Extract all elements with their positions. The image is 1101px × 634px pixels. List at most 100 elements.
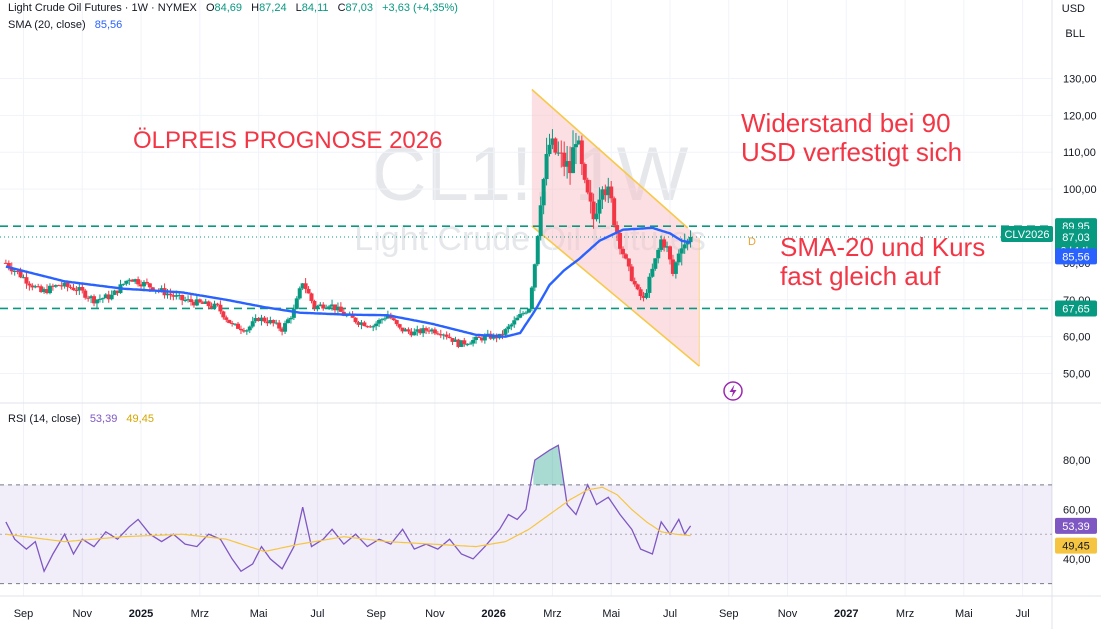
rsi-label: RSI (14, close) <box>8 413 81 425</box>
rsi-ma-value: 49,45 <box>126 413 154 425</box>
sma-legend[interactable]: SMA (20, close) 85,56 <box>8 19 122 31</box>
candle-body <box>106 294 111 300</box>
candle-body <box>236 323 241 329</box>
candle-body <box>438 334 443 336</box>
candle-body <box>371 326 376 328</box>
candle-body <box>168 293 173 296</box>
candle-body <box>262 317 267 322</box>
sma-line <box>5 226 691 338</box>
x-tick-label: Nov <box>72 608 92 620</box>
candle-body <box>335 306 340 311</box>
candle-body <box>391 318 396 321</box>
candle-body <box>524 312 528 314</box>
candle-body <box>382 318 387 320</box>
x-tick-label: Sep <box>14 608 34 620</box>
candle-body <box>506 326 511 330</box>
candle-body <box>482 335 487 341</box>
close-value: 87,03 <box>345 2 374 14</box>
candle-body <box>18 271 23 278</box>
candle-body <box>400 327 405 332</box>
candle-body <box>553 138 558 153</box>
candle-body <box>521 313 526 315</box>
candle-body <box>56 285 61 287</box>
candle-body <box>115 290 120 294</box>
candle-body <box>424 328 429 331</box>
symbol-legend[interactable]: Light Crude Oil Futures · 1W · NYMEX O84… <box>8 2 458 14</box>
candle-body <box>194 299 199 306</box>
candle-body <box>515 317 520 321</box>
currency-label[interactable]: USD <box>1061 3 1085 15</box>
unit-label[interactable]: BLL <box>1065 28 1085 40</box>
candle-body <box>45 289 50 294</box>
candle-body <box>83 290 88 298</box>
x-tick-label: Mai <box>602 608 620 620</box>
candle-body <box>479 337 484 341</box>
x-tick-label: 2025 <box>129 608 153 620</box>
candle-body <box>97 298 102 300</box>
candle-body <box>427 330 432 332</box>
candle-body <box>100 298 105 300</box>
candle-body <box>662 239 667 248</box>
candle-body <box>212 303 217 308</box>
candle-body <box>74 290 79 292</box>
candle-body <box>588 192 593 202</box>
candle-body <box>206 301 211 307</box>
candle-body <box>215 303 220 305</box>
candle-body <box>141 281 146 287</box>
candle-body <box>94 299 99 304</box>
candle-body <box>277 322 282 329</box>
candle-body <box>103 294 108 299</box>
badge-rsi-ma-bg <box>1055 537 1097 554</box>
dividend-marker[interactable]: D <box>748 236 756 248</box>
candle-body <box>59 285 64 287</box>
candle-body <box>526 308 531 313</box>
candle-body <box>177 294 182 296</box>
high-label: H <box>251 2 260 14</box>
candle-body <box>606 186 611 196</box>
badge-sma-bg <box>1055 248 1097 265</box>
candle-body <box>147 283 152 288</box>
candle-body <box>667 246 672 260</box>
candle-body <box>297 288 302 299</box>
candle-body <box>656 249 661 259</box>
annotation-sma-line1: SMA-20 und Kurs <box>780 232 985 262</box>
flash-event-icon[interactable] <box>723 381 743 401</box>
candle-body <box>250 321 255 327</box>
candle-body <box>186 299 191 301</box>
candle-body <box>568 161 573 174</box>
candle-body <box>635 284 640 290</box>
candle-body <box>435 333 440 335</box>
candle-body <box>312 300 317 309</box>
channel-lower-line <box>531 225 700 367</box>
badge-contract-bg <box>1001 225 1053 242</box>
candle-body <box>571 147 576 174</box>
candle-body <box>609 186 614 199</box>
candle-body <box>573 144 578 148</box>
candle-body <box>180 294 185 301</box>
close-label: C <box>337 2 346 14</box>
candle-body <box>294 298 299 310</box>
candle-body <box>641 296 646 298</box>
candle-body <box>33 286 38 288</box>
candle-body <box>665 246 670 248</box>
candle-body <box>688 236 693 243</box>
candle-body <box>453 339 458 342</box>
candle-body <box>547 144 552 154</box>
candle-body <box>21 277 26 279</box>
candle-body <box>39 286 44 293</box>
candle-body <box>365 326 370 328</box>
candle-body <box>476 336 481 338</box>
candle-body <box>673 262 678 274</box>
rsi-value: 53,39 <box>89 413 118 425</box>
candle-body <box>306 288 311 294</box>
candle-body <box>121 283 126 285</box>
candle-body <box>247 326 252 331</box>
rsi-legend[interactable]: RSI (14, close) 53,39 49,45 <box>8 413 154 425</box>
x-tick-label: Mrz <box>543 608 561 620</box>
candle-body <box>238 328 243 331</box>
x-tick-label: Mai <box>250 608 268 620</box>
x-tick-label: 2026 <box>481 608 505 620</box>
candle-body <box>377 320 382 324</box>
